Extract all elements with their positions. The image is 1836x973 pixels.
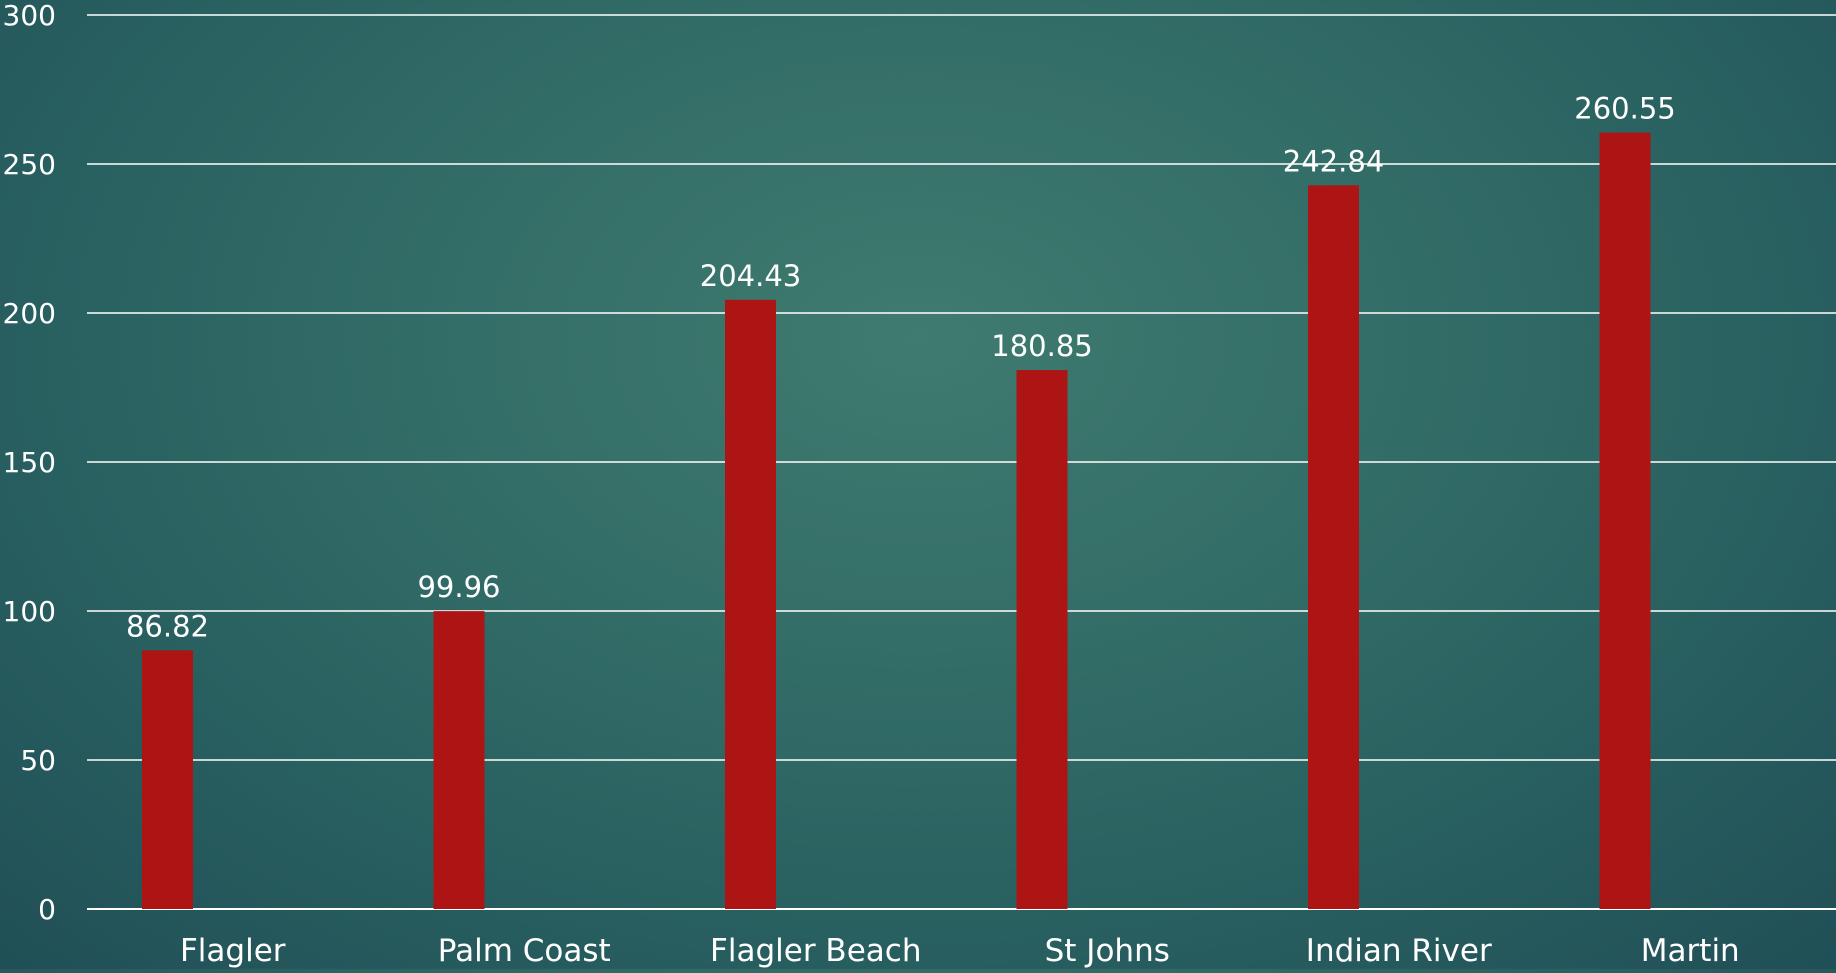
bars: [142, 132, 1651, 910]
category-label: Flagler Beach: [710, 933, 921, 969]
data-label: 260.55: [1574, 92, 1675, 126]
y-tick-label: 250: [3, 148, 56, 181]
data-label: 86.82: [126, 609, 209, 643]
bar: [725, 299, 776, 910]
y-tick-label: 200: [3, 297, 56, 330]
category-label: Flagler: [180, 933, 286, 969]
y-tick-label: 300: [3, 0, 56, 32]
category-label: Indian River: [1306, 933, 1492, 969]
category-label: Martin: [1641, 933, 1740, 969]
data-label: 204.43: [700, 259, 801, 293]
data-label: 242.84: [1283, 144, 1384, 178]
y-tick-label: 50: [20, 744, 56, 777]
data-labels: 86.82 99.96 204.43 180.85 242.84 260.55: [126, 92, 1676, 644]
bar: [433, 611, 485, 909]
y-tick-label: 150: [3, 446, 56, 479]
data-label: 99.96: [417, 570, 500, 604]
x-axis-categories: Flagler Palm Coast Flagler Beach St Johns In…: [180, 933, 1740, 969]
y-tick-label: 100: [3, 595, 56, 628]
bar: [1016, 370, 1068, 909]
category-label: St Johns: [1045, 933, 1170, 969]
gridlines: [87, 14, 1836, 910]
bar: [1308, 185, 1359, 910]
category-label: Palm Coast: [438, 933, 611, 969]
bar: [142, 650, 193, 909]
y-tick-label: 0: [38, 893, 56, 926]
y-axis-ticks: 0 50 100 150 200 250 300: [3, 0, 56, 926]
data-label: 180.85: [991, 329, 1092, 363]
bar: [1599, 132, 1651, 909]
